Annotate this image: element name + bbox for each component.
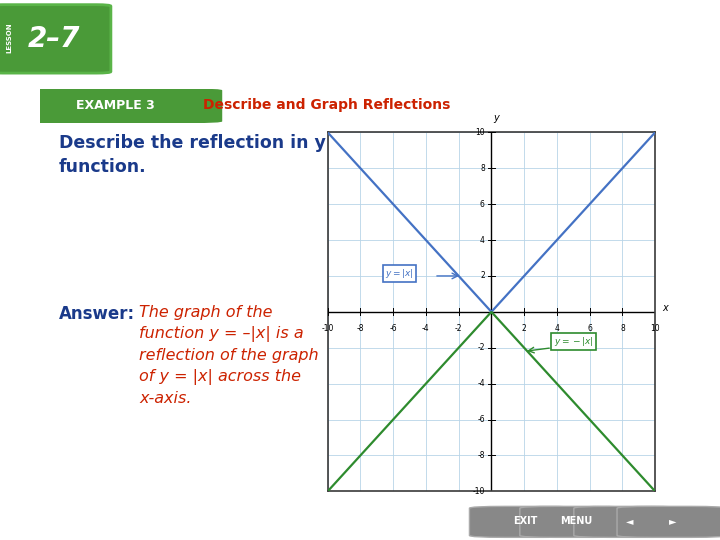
Text: 2–7: 2–7 <box>28 25 80 53</box>
Text: -2: -2 <box>455 325 462 333</box>
Text: The graph of the
function y = –|x| is a
reflection of the graph
of y = |x| acros: The graph of the function y = –|x| is a … <box>139 305 318 406</box>
Text: 8: 8 <box>480 164 485 173</box>
Text: -6: -6 <box>477 415 485 424</box>
Text: Answer:: Answer: <box>59 305 135 323</box>
Text: 4: 4 <box>554 325 559 333</box>
Text: $y = |x|$: $y = |x|$ <box>385 267 414 280</box>
Text: Parent Functions and Transformations: Parent Functions and Transformations <box>126 31 454 46</box>
Text: Describe the reflection in y = –|x|. Then graph the
function.: Describe the reflection in y = –|x|. The… <box>59 134 548 176</box>
Text: 6: 6 <box>480 200 485 208</box>
Text: -10: -10 <box>321 325 334 333</box>
Text: -4: -4 <box>422 325 430 333</box>
Text: -6: -6 <box>390 325 397 333</box>
Text: ◄: ◄ <box>626 516 634 526</box>
FancyBboxPatch shape <box>0 5 111 73</box>
Text: LESSON: LESSON <box>6 22 12 52</box>
Text: ►: ► <box>670 516 677 526</box>
Text: 10: 10 <box>475 128 485 137</box>
Text: 2: 2 <box>522 325 526 333</box>
FancyBboxPatch shape <box>520 507 629 537</box>
Text: -8: -8 <box>356 325 364 333</box>
Text: $y = -|x|$: $y = -|x|$ <box>554 335 593 348</box>
FancyBboxPatch shape <box>469 507 579 537</box>
Text: Describe and Graph Reflections: Describe and Graph Reflections <box>203 98 451 112</box>
Text: 4: 4 <box>480 235 485 245</box>
Text: 6: 6 <box>588 325 592 333</box>
FancyBboxPatch shape <box>7 89 222 123</box>
Text: -2: -2 <box>477 343 485 352</box>
Text: -4: -4 <box>477 379 485 388</box>
Text: MENU: MENU <box>560 516 592 526</box>
Text: EXIT: EXIT <box>513 516 538 526</box>
FancyBboxPatch shape <box>617 507 720 537</box>
Text: 10: 10 <box>650 325 660 333</box>
Text: y: y <box>493 113 499 123</box>
Text: 2: 2 <box>480 272 485 280</box>
Text: -10: -10 <box>472 487 485 496</box>
Text: -8: -8 <box>477 451 485 460</box>
FancyBboxPatch shape <box>574 507 683 537</box>
Text: x: x <box>662 303 667 313</box>
Text: 8: 8 <box>620 325 625 333</box>
Text: EXAMPLE 3: EXAMPLE 3 <box>76 99 155 112</box>
